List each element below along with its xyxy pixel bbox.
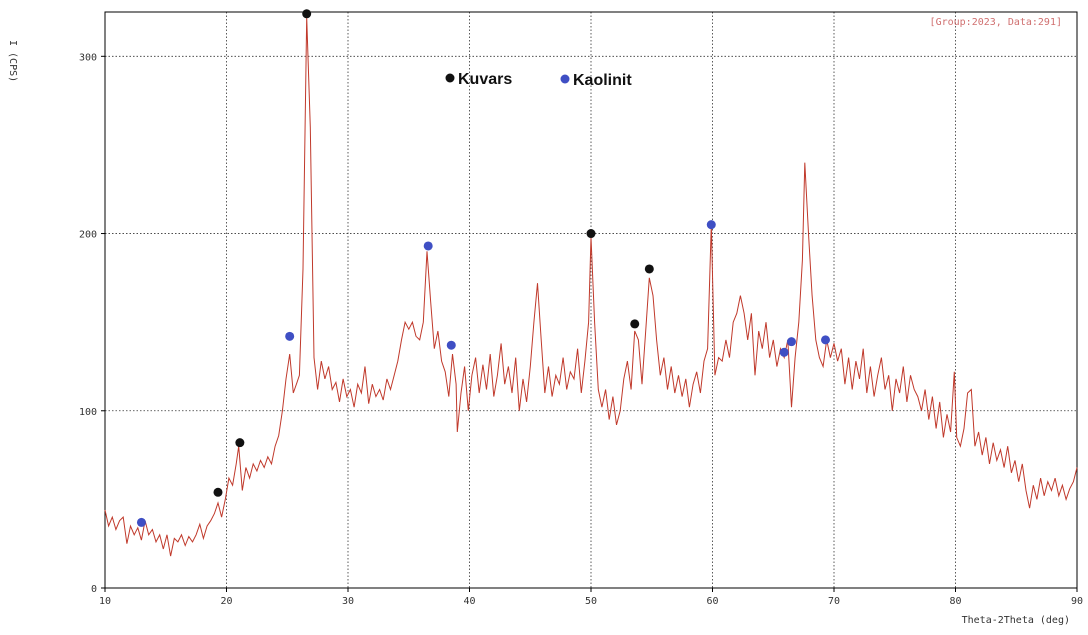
kuvars-peak-marker [235,438,245,448]
diffraction-pattern-line [104,17,1078,557]
legend-kuvars-label: Kuvars [458,71,512,88]
x-tick-label: 90 [1071,596,1083,607]
kuvars-peak-marker [586,229,596,239]
kuvars-peak-marker [630,319,640,329]
kaolinit-peak-marker [136,517,146,527]
legend-kaolinit-dot [560,74,570,84]
x-tick-label: 20 [220,596,232,607]
kaolinit-peak-marker [786,337,796,347]
x-tick-label: 70 [828,596,840,607]
kaolinit-peak-marker [423,241,433,251]
legend: Kuvars Kaolinit [445,71,632,89]
kuvars-peak-marker [302,9,312,19]
x-tick-label: 40 [463,596,475,607]
x-axis-label: Theta-2Theta (deg) [962,615,1070,626]
y-tick-label: 200 [79,230,97,241]
x-tick-label: 30 [342,596,354,607]
x-tick-label: 50 [585,596,597,607]
y-tick-labels: 0 100 200 300 [79,52,105,595]
kaolinit-peak-marker [820,335,830,345]
y-gridlines [105,55,1077,412]
phase-markers [136,9,830,527]
kaolinit-peak-marker [779,347,789,357]
kaolinit-peak-marker [446,340,456,350]
x-tick-label: 10 [99,596,111,607]
kaolinit-peak-marker [285,331,295,341]
kuvars-peak-marker [213,487,223,497]
y-tick-label: 100 [79,407,97,418]
y-tick-label: 0 [91,584,97,595]
legend-kuvars-dot [445,73,455,83]
x-tick-label: 60 [706,596,718,607]
y-tick-label: 300 [79,52,97,63]
kaolinit-peak-marker [706,220,716,230]
x-tick-labels: 10 20 30 40 50 60 70 80 90 [99,588,1083,607]
kuvars-peak-marker [644,264,654,274]
legend-kaolinit-label: Kaolinit [573,72,632,89]
x-gridlines [226,12,956,588]
x-tick-label: 80 [949,596,961,607]
data-info-label: [Group:2023, Data:291] [930,17,1062,28]
y-axis-label: I (CPS) [7,40,18,82]
